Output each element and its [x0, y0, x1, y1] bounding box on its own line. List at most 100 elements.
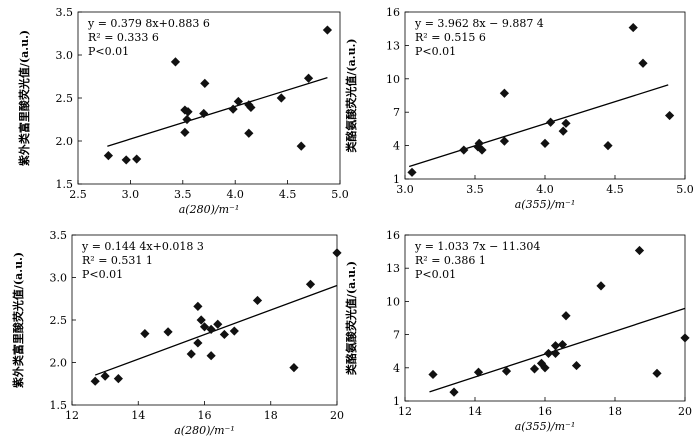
panel-c-x-tick-label: 12: [65, 409, 79, 422]
panel-b-data-point: [561, 118, 571, 128]
panel-d-data-point: [550, 341, 561, 351]
panel-d-regression-line: [429, 307, 686, 393]
panel-c-data-point: [163, 327, 173, 337]
panel-b-y-tick-label: 7: [393, 106, 400, 119]
panel-a-data-point: [228, 104, 238, 114]
panel-a-data-point: [180, 127, 190, 137]
panel-b-y-tick-label: 4: [393, 140, 400, 153]
panel-b-data-point: [558, 126, 568, 136]
panel-d-data-point: [571, 360, 582, 371]
panel-a-data-point: [103, 151, 113, 161]
panel-a-data-point: [303, 73, 314, 83]
panel-c-y-axis-label: 紫外类富里酸荧光值/(a.u.): [11, 252, 25, 388]
panel-c-data-point: [219, 329, 229, 340]
panel-a-p-value: P<0.01: [88, 45, 129, 58]
panel-b-p-value: P<0.01: [415, 45, 456, 58]
panel-d-y-tick-label: 16: [386, 229, 400, 242]
panel-a-regression-equation: y = 0.379 8x+0.883 6: [87, 17, 210, 30]
scatter-panel-d: 类酪氨酸荧光值/(a.u.) a(355)/m⁻¹ y = 1.033 7x −…: [344, 229, 692, 433]
panel-d-data-point: [473, 367, 484, 377]
panel-d-data-point: [428, 369, 438, 380]
panel-a-r-squared: R² = 0.333 6: [88, 31, 159, 44]
panel-d-data-point: [596, 281, 606, 291]
panel-a-y-tick-label: 1.5: [56, 178, 74, 191]
panel-d-data-point: [543, 348, 554, 359]
panel-b-x-tick-label: 5.0: [676, 183, 694, 196]
panel-b-data-point: [540, 138, 550, 148]
panel-d-data-point: [634, 245, 645, 256]
panel-d-y-tick-label: 1: [393, 395, 400, 408]
panel-c-data-point: [206, 324, 216, 334]
panel-d-y-tick-label: 7: [393, 329, 400, 342]
panel-c-data-point: [199, 322, 210, 332]
panel-d-data-point: [449, 387, 459, 397]
panel-a-data-point: [296, 141, 306, 151]
panel-c-x-tick-label: 16: [198, 409, 212, 422]
panel-c-data-point: [193, 301, 203, 311]
panel-c-data-point: [196, 315, 206, 325]
panel-a-y-axis-label: 紫外类富里酸荧光值/(a.u.): [17, 30, 31, 166]
panel-d-data-point: [652, 368, 662, 378]
panel-a-data-point: [121, 155, 131, 165]
panel-d-data-point: [680, 333, 690, 343]
panel-d-data-point: [501, 366, 512, 376]
panel-b-y-tick-label: 1: [393, 173, 400, 186]
panel-a-data-point: [182, 114, 192, 125]
panel-c-x-axis-label: a(280)/m⁻¹: [174, 424, 235, 437]
panel-d-data-point: [536, 358, 547, 368]
panel-a-x-tick-label: 4.0: [226, 188, 244, 201]
panel-b-x-tick-label: 3.5: [466, 183, 484, 196]
scatter-panel-a: 紫外类富里酸荧光值/(a.u.) a(280)/m⁻¹ y = 0.379 8x…: [17, 6, 349, 216]
panel-d-x-tick-label: 12: [398, 405, 412, 418]
panel-d-y-tick-label: 13: [386, 262, 400, 275]
panel-c-data-point: [213, 319, 223, 329]
panel-b-x-axis-label: a(355)/m⁻¹: [515, 198, 576, 211]
panel-c-y-tick-label: 3.0: [50, 272, 68, 285]
panel-a-data-point: [246, 102, 256, 113]
panel-c-data-point: [100, 371, 110, 381]
panel-c-data-point: [332, 248, 342, 258]
panel-d-x-tick-label: 14: [468, 405, 482, 418]
panel-b-data-point: [474, 138, 484, 148]
panel-b-y-tick-label: 10: [386, 73, 400, 86]
panel-c-data-point: [113, 374, 123, 384]
panel-a-data-point: [244, 128, 254, 138]
panel-d-data-point: [540, 363, 550, 373]
panel-d-data-point: [529, 364, 540, 374]
panel-b-y-tick-label: 16: [386, 6, 400, 19]
panel-d-x-tick-label: 20: [678, 405, 692, 418]
panel-c-data-point: [186, 349, 196, 359]
panel-c-regression-equation: y = 0.144 4x+0.018 3: [81, 240, 204, 253]
panel-d-r-squared: R² = 0.386 1: [415, 254, 486, 267]
panel-d-data-point: [550, 348, 561, 359]
panel-a-data-point: [276, 93, 286, 103]
panel-c-y-tick-label: 2.5: [50, 314, 68, 327]
panel-a-data-point: [132, 154, 142, 164]
panel-b-data-point: [665, 110, 675, 121]
panel-b-data-point: [638, 58, 648, 68]
panel-b-data-point: [603, 141, 613, 151]
panel-b-data-point: [546, 117, 556, 127]
panel-c-r-squared: R² = 0.531 1: [82, 254, 153, 267]
panel-d-x-tick-label: 16: [538, 405, 552, 418]
panel-c-data-point: [305, 279, 316, 289]
panel-c-data-point: [229, 326, 239, 336]
panel-a-data-point: [199, 108, 209, 119]
panel-b-y-tick-label: 13: [386, 39, 400, 52]
panel-c-y-tick-label: 3.5: [50, 229, 68, 242]
panel-a-data-point: [170, 57, 181, 67]
panel-a-y-tick-label: 2.5: [56, 92, 74, 105]
panel-a-regression-line: [107, 76, 328, 147]
panel-d-p-value: P<0.01: [415, 268, 456, 281]
panel-d-y-axis-label: 类酪氨酸荧光值/(a.u.): [344, 261, 358, 375]
panel-d-data-point: [557, 339, 568, 350]
panel-c-y-tick-label: 2.0: [50, 357, 68, 370]
panel-c-data-point: [289, 363, 299, 373]
panel-d-x-axis-label: a(355)/m⁻¹: [515, 420, 576, 433]
panel-b-x-tick-label: 3.0: [396, 183, 414, 196]
panel-a-x-tick-label: 4.5: [279, 188, 297, 201]
panel-b-data-point: [499, 88, 509, 98]
panel-b-regression-equation: y = 3.962 8x − 9.887 4: [414, 17, 544, 30]
panel-c-regression-line: [94, 284, 338, 376]
